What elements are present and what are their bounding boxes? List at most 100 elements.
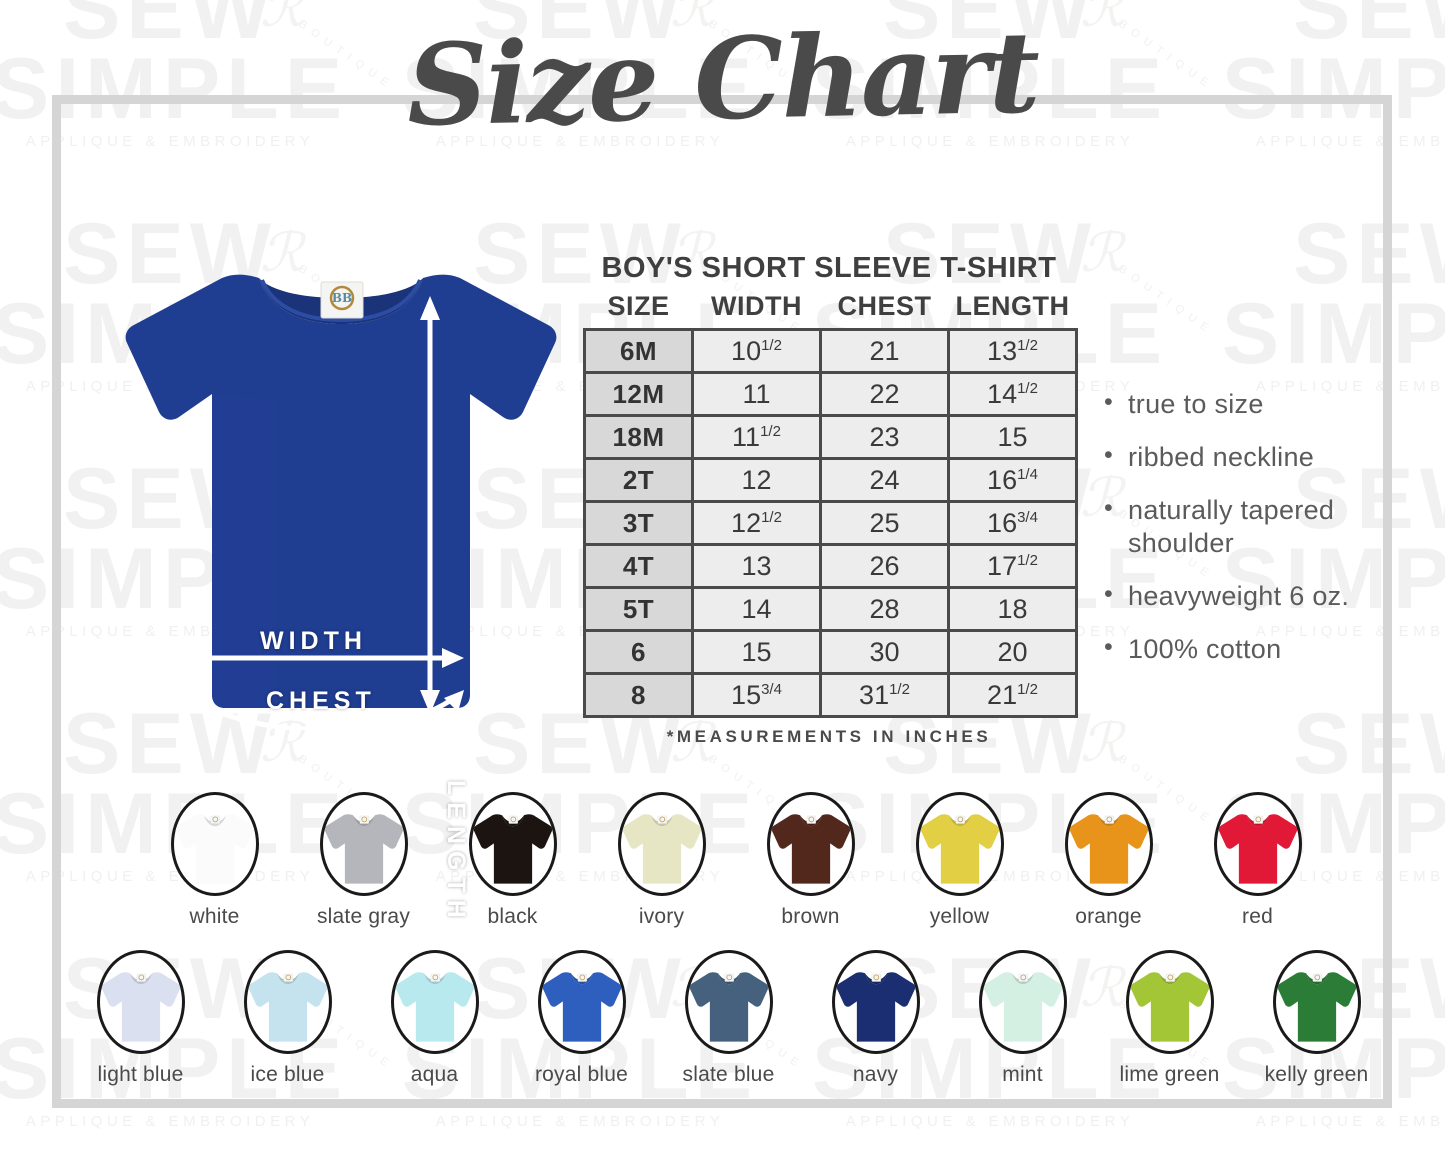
color-swatch[interactable]: slate blue	[666, 950, 791, 1087]
cell-size: 8	[583, 672, 694, 718]
table-row: 6M 101/2 21 131/2	[583, 328, 1078, 374]
cell-length: 171/2	[947, 543, 1078, 589]
cell-width: 153/4	[691, 672, 822, 718]
table-row: 8 153/4 311/2 211/2	[583, 672, 1078, 718]
swatch-shirt-icon	[617, 792, 706, 896]
table-row: 2T 12 24 161/4	[583, 457, 1078, 503]
swatch-shirt-icon	[1125, 950, 1214, 1054]
color-swatch-row-2: light blue ice blue aqua royal blue slate bl…	[78, 950, 1379, 1087]
page-title: Size Chart	[405, 7, 1040, 152]
size-table-title: BOY'S SHORT SLEEVE T-SHIRT	[601, 252, 1057, 284]
color-swatch-label: light blue	[97, 1063, 184, 1086]
color-swatch[interactable]: ice blue	[225, 950, 350, 1087]
cell-size: 5T	[583, 586, 694, 632]
color-swatch-label: ice blue	[250, 1063, 325, 1086]
color-swatch[interactable]: aqua	[372, 950, 497, 1087]
cell-width: 11	[691, 371, 822, 417]
color-swatch-label: royal blue	[534, 1063, 629, 1086]
shirt-measurement-diagram: BB WIDTH CHEST LENGTH	[96, 240, 586, 925]
color-swatch[interactable]: ivory	[599, 792, 724, 929]
cell-size: 4T	[583, 543, 694, 589]
cell-chest: 24	[819, 457, 950, 503]
cell-size: 2T	[583, 457, 694, 503]
measurement-units-note: *MEASUREMENTS IN INCHES	[666, 727, 992, 746]
color-swatch-label: mint	[1002, 1063, 1043, 1086]
color-swatch-label: ivory	[638, 905, 685, 928]
table-row: 6 15 30 20	[583, 629, 1078, 675]
cell-chest: 22	[819, 371, 950, 417]
swatch-shirt-icon	[1213, 792, 1302, 896]
swatch-shirt-icon	[390, 950, 479, 1054]
cell-size: 3T	[583, 500, 694, 546]
color-swatch[interactable]: slate gray	[301, 792, 426, 929]
size-table: SIZE WIDTH CHEST LENGTH 6M 101/2 21 131/2 12…	[583, 291, 1078, 718]
color-swatch[interactable]: royal blue	[519, 950, 644, 1087]
color-swatch[interactable]: orange	[1046, 792, 1171, 929]
cell-width: 121/2	[691, 500, 822, 546]
cell-width: 12	[691, 457, 822, 503]
color-swatch[interactable]: black	[450, 792, 575, 929]
cell-size: 6M	[583, 328, 694, 374]
color-swatch[interactable]: yellow	[897, 792, 1022, 929]
length-dimension-label: LENGTH	[442, 780, 470, 925]
color-swatch[interactable]: brown	[748, 792, 873, 929]
cell-length: 211/2	[947, 672, 1078, 718]
swatch-shirt-icon	[1064, 792, 1153, 896]
color-swatch[interactable]: mint	[960, 950, 1085, 1087]
color-swatch[interactable]: light blue	[78, 950, 203, 1087]
cell-chest: 311/2	[819, 672, 950, 718]
cell-width: 13	[691, 543, 822, 589]
feature-list-item: naturally tapered shoulder	[1104, 493, 1384, 560]
chest-arrow	[186, 690, 464, 730]
length-arrow	[420, 296, 440, 714]
swatch-shirt-icon	[468, 792, 557, 896]
cell-length: 15	[947, 414, 1078, 460]
size-table-block: BOY'S SHORT SLEEVE T-SHIRT SIZE WIDTH CH…	[583, 252, 1078, 747]
table-header-row: SIZE WIDTH CHEST LENGTH	[585, 291, 1077, 330]
cell-size: 18M	[583, 414, 694, 460]
cell-chest: 21	[819, 328, 950, 374]
color-swatch-label: lime green	[1119, 1063, 1220, 1086]
color-swatch-label: kelly green	[1264, 1063, 1369, 1086]
color-swatch-label: navy	[852, 1063, 899, 1086]
cell-chest: 28	[819, 586, 950, 632]
width-arrow	[184, 648, 464, 668]
cell-width: 15	[691, 629, 822, 675]
color-swatch-label: slate gray	[316, 905, 411, 928]
feature-list-item: ribbed neckline	[1104, 440, 1384, 474]
color-swatch-label: yellow	[929, 905, 990, 928]
color-swatch-label: black	[487, 905, 538, 928]
swatch-shirt-icon	[170, 792, 259, 896]
column-header-length: LENGTH	[955, 291, 1070, 321]
table-row: 3T 121/2 25 163/4	[583, 500, 1078, 546]
column-header-chest: CHEST	[837, 291, 932, 321]
feature-list: true to size ribbed neckline naturally tap…	[1104, 387, 1384, 686]
swatch-shirt-icon	[319, 792, 408, 896]
cell-length: 20	[947, 629, 1078, 675]
table-row: 12M 11 22 141/2	[583, 371, 1078, 417]
cell-width: 101/2	[691, 328, 822, 374]
color-swatch-label: slate blue	[682, 1063, 775, 1086]
column-header-width: WIDTH	[711, 291, 802, 321]
color-swatch[interactable]: kelly green	[1254, 950, 1379, 1087]
shirt-illustration-svg: BB	[125, 274, 557, 730]
swatch-shirt-icon	[1272, 950, 1361, 1054]
color-swatch[interactable]: navy	[813, 950, 938, 1087]
cell-length: 163/4	[947, 500, 1078, 546]
swatch-shirt-icon	[537, 950, 626, 1054]
cell-length: 161/4	[947, 457, 1078, 503]
feature-list-item: heavyweight 6 oz.	[1104, 579, 1384, 613]
color-swatch[interactable]: red	[1195, 792, 1320, 929]
cell-size: 6	[583, 629, 694, 675]
color-swatch-label: red	[1242, 905, 1273, 928]
feature-list-item: true to size	[1104, 387, 1384, 421]
cell-length: 131/2	[947, 328, 1078, 374]
chest-dimension-label: CHEST	[266, 687, 376, 715]
color-swatch[interactable]: lime green	[1107, 950, 1232, 1087]
width-dimension-label: WIDTH	[260, 627, 367, 655]
cell-width: 14	[691, 586, 822, 632]
color-swatch[interactable]: white	[152, 792, 277, 929]
cell-chest: 26	[819, 543, 950, 589]
color-swatch-label: brown	[781, 905, 840, 928]
cell-chest: 23	[819, 414, 950, 460]
